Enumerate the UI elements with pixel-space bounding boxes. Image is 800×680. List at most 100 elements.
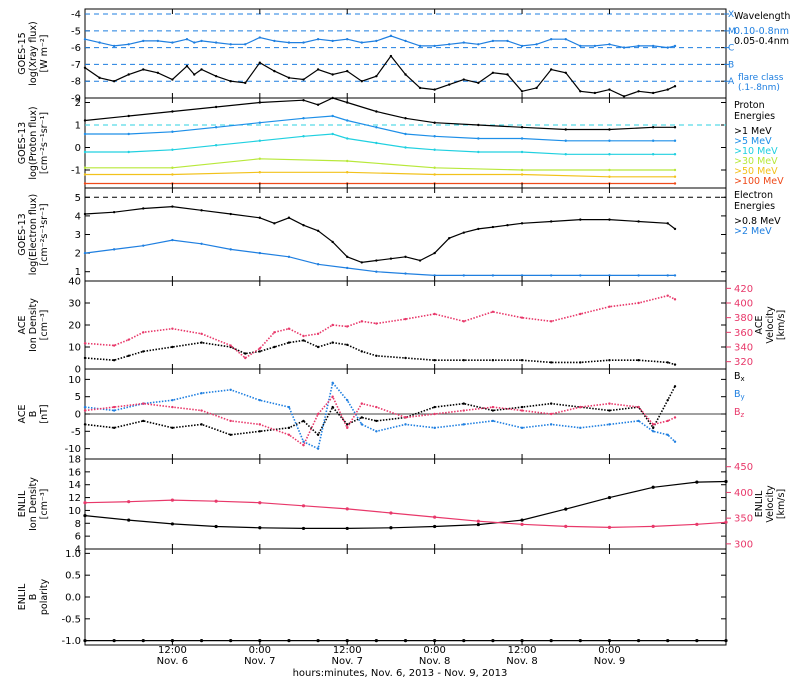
x-tick-label-day: Nov. 8 — [506, 656, 537, 667]
data-point — [346, 426, 349, 430]
data-point — [673, 363, 677, 366]
data-point — [83, 132, 87, 136]
y2-tick-label: 380 — [734, 313, 753, 324]
data-point — [360, 423, 363, 426]
data-point — [301, 526, 306, 531]
legend-entry: 0.05-0.4nm — [734, 36, 789, 47]
x-tick-label-time: 12:00 — [158, 645, 187, 656]
data-point — [83, 150, 87, 154]
data-point — [302, 78, 305, 81]
y-axis-label-line: ACE — [17, 405, 28, 424]
data-point — [637, 359, 640, 362]
y-tick-label: -6 — [71, 43, 81, 54]
legend-footer: (.1-.8nm) — [738, 83, 780, 93]
panel-goes13_electron: 1 2 3 4 5 GOES-13log(Electron flux)[cm⁻²s⁻¹sr… — [17, 187, 781, 282]
data-point — [214, 74, 218, 78]
data-point — [346, 266, 349, 270]
data-point — [200, 332, 203, 335]
data-point — [608, 359, 611, 362]
data-point — [418, 259, 422, 262]
data-point — [83, 251, 87, 255]
data-point — [549, 274, 553, 277]
data-point — [258, 350, 262, 353]
data-point — [214, 126, 218, 129]
data-point — [433, 359, 436, 362]
y-axis-label-line: [cm⁻³] — [39, 310, 50, 341]
data-point — [404, 255, 407, 259]
panel-goes13_proton: -1 0 1 2 GOES-13log(Proton flux)[cm⁻²s⁻¹sr⁻¹… — [17, 96, 784, 189]
data-point — [193, 73, 196, 76]
data-point — [258, 501, 262, 505]
data-point — [316, 433, 320, 436]
data-point — [301, 504, 306, 508]
data-point — [404, 73, 407, 76]
series-line-By — [84, 381, 676, 450]
data-point — [673, 182, 677, 185]
data-point — [171, 238, 174, 242]
y-axis-label-line: log(Electron flux) — [28, 194, 39, 276]
data-point — [622, 95, 626, 98]
x-tick-label-day: Nov. 9 — [594, 656, 625, 667]
data-point — [535, 43, 538, 46]
data-point — [462, 359, 465, 362]
y-tick-label: -0.5 — [61, 614, 81, 625]
data-point — [258, 526, 262, 530]
data-point — [142, 244, 145, 247]
data-point — [360, 261, 363, 264]
data-point — [673, 385, 677, 388]
data-point — [651, 126, 655, 129]
data-point — [316, 229, 320, 232]
data-point — [258, 423, 262, 426]
y-axis-label-line: B — [28, 594, 39, 601]
data-point — [316, 412, 320, 416]
data-point — [375, 259, 378, 262]
data-point — [404, 117, 407, 120]
data-point — [695, 480, 699, 484]
y-tick-label: -1.0 — [61, 636, 81, 647]
data-point — [520, 316, 524, 319]
data-point — [83, 166, 87, 169]
data-point — [127, 500, 131, 504]
data-point — [673, 440, 677, 443]
data-point — [302, 99, 305, 102]
y2-axis-label-line: Velocity — [765, 485, 776, 523]
data-point — [608, 305, 611, 308]
data-point — [171, 130, 174, 133]
y-tick-label: 4 — [75, 545, 81, 556]
data-point — [433, 515, 437, 519]
y-tick-label: -10 — [65, 444, 81, 455]
data-point — [258, 347, 262, 350]
data-point — [673, 175, 677, 178]
data-point — [564, 38, 567, 41]
data-point — [258, 251, 262, 255]
data-point — [112, 344, 116, 347]
data-point — [462, 402, 465, 405]
data-point — [214, 524, 218, 529]
data-point — [404, 423, 407, 426]
data-point — [673, 416, 677, 419]
data-point — [302, 41, 305, 44]
data-point — [193, 41, 196, 44]
data-point — [564, 139, 567, 142]
x-tick-label-time: 12:00 — [333, 645, 362, 656]
data-point — [375, 39, 378, 43]
x-tick-label-day: Nov. 7 — [331, 656, 362, 667]
data-point — [433, 524, 437, 529]
series-line->2 MeV — [84, 239, 675, 276]
data-point — [579, 405, 582, 409]
data-point — [666, 46, 669, 49]
series-line-Ion Density — [84, 480, 727, 530]
legend-entry: Bz — [734, 407, 745, 419]
data-point — [564, 128, 567, 131]
data-point — [316, 263, 320, 266]
data-point — [477, 81, 480, 85]
data-point — [375, 270, 378, 273]
data-point — [477, 43, 480, 46]
data-point — [171, 166, 174, 169]
data-point — [331, 114, 334, 118]
y-tick-label: -5 — [71, 26, 81, 37]
data-point — [607, 495, 612, 500]
data-point — [171, 327, 174, 330]
data-point — [258, 398, 262, 402]
data-point — [316, 345, 320, 349]
